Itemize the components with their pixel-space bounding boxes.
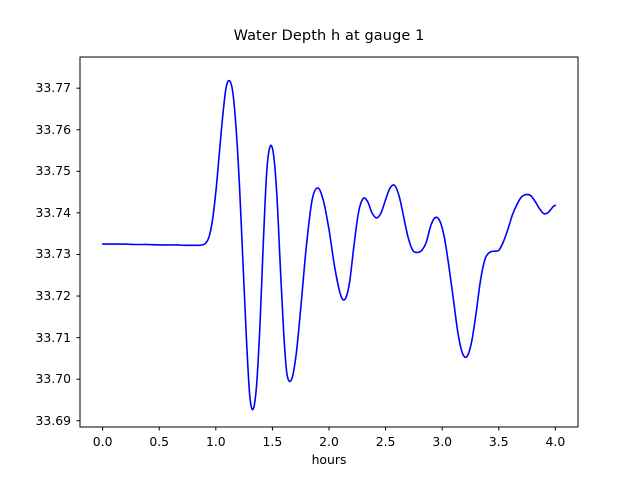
x-tick-label: 0.5 xyxy=(149,434,170,449)
y-tick-label: 33.73 xyxy=(35,246,71,262)
y-tick-label: 33.77 xyxy=(35,80,71,96)
x-tick-label: 4.0 xyxy=(545,434,566,449)
y-tick-label: 33.69 xyxy=(35,412,71,428)
x-tick-label: 2.5 xyxy=(375,434,396,449)
y-axis-ticks xyxy=(76,87,80,422)
chart-title: Water Depth h at gauge 1 xyxy=(233,28,425,44)
x-axis-label: hours xyxy=(311,452,347,467)
x-tick-label: 3.0 xyxy=(432,434,453,449)
y-tick-label: 33.76 xyxy=(35,121,71,137)
y-tick-label: 33.74 xyxy=(35,204,71,220)
axes-frame xyxy=(79,56,579,428)
data-series-line xyxy=(101,79,557,411)
x-tick-label: 3.5 xyxy=(488,434,509,449)
y-tick-label: 33.72 xyxy=(35,288,71,304)
x-tick-label: 1.0 xyxy=(205,434,226,449)
x-tick-label: 0.0 xyxy=(92,434,113,449)
y-tick-label: 33.71 xyxy=(35,329,71,345)
x-tick-label: 1.5 xyxy=(262,434,283,449)
y-tick-label: 33.75 xyxy=(35,163,71,179)
x-tick-label: 2.0 xyxy=(319,434,339,449)
y-tick-label: 33.70 xyxy=(35,371,71,387)
x-axis-ticks xyxy=(102,427,556,431)
